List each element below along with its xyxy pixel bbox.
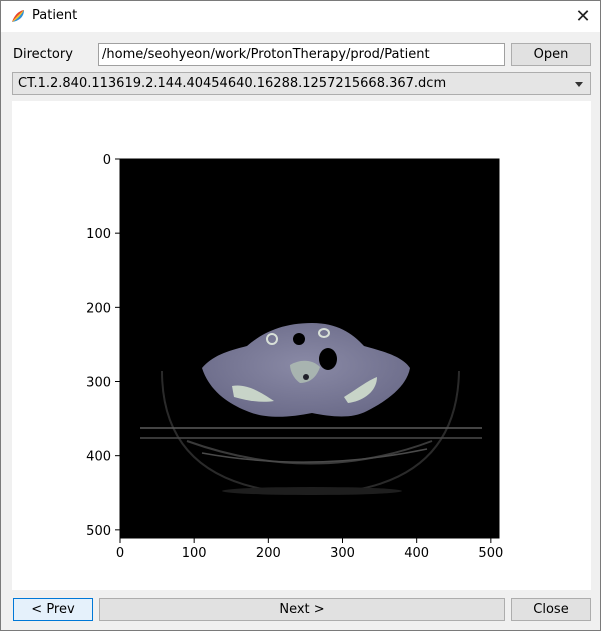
app-logo-icon [12,10,24,22]
prev-button[interactable]: < Prev [13,598,93,621]
title-bar: Patient ✕ [1,1,600,32]
y-tick-label: 500 [86,524,111,539]
x-tick-label: 0 [116,546,124,561]
close-button[interactable]: Close [511,598,591,621]
window-title: Patient [32,8,78,23]
y-tick-label: 200 [86,301,111,316]
y-tick-label: 400 [86,450,111,465]
chevron-down-icon [575,82,583,87]
x-tick-label: 200 [256,546,281,561]
x-tick-label: 500 [478,546,503,561]
x-tick-label: 100 [182,546,207,561]
plot-axes: 0 100 200 300 400 500 0 100 200 300 400 500 [86,153,503,561]
image-canvas: 0 100 200 300 400 500 0 100 200 300 400 500 [12,101,591,590]
x-tick-label: 400 [404,546,429,561]
directory-label: Directory [13,47,73,62]
directory-input[interactable] [98,43,505,66]
selected-file: CT.1.2.840.113619.2.144.40454640.16288.1… [18,76,447,91]
y-tick-label: 0 [103,153,111,168]
open-button[interactable]: Open [511,43,591,66]
next-button[interactable]: Next > [99,598,505,621]
close-icon[interactable]: ✕ [575,6,591,27]
ct-image-plot: 0 100 200 300 400 500 0 100 200 300 400 500 [86,153,503,561]
plot-frame [119,158,500,539]
y-tick-label: 300 [86,376,111,391]
x-tick-label: 300 [330,546,355,561]
dicom-file-select[interactable]: CT.1.2.840.113619.2.144.40454640.16288.1… [12,72,591,95]
y-tick-label: 100 [86,227,111,242]
ct-scan-content [140,323,482,496]
